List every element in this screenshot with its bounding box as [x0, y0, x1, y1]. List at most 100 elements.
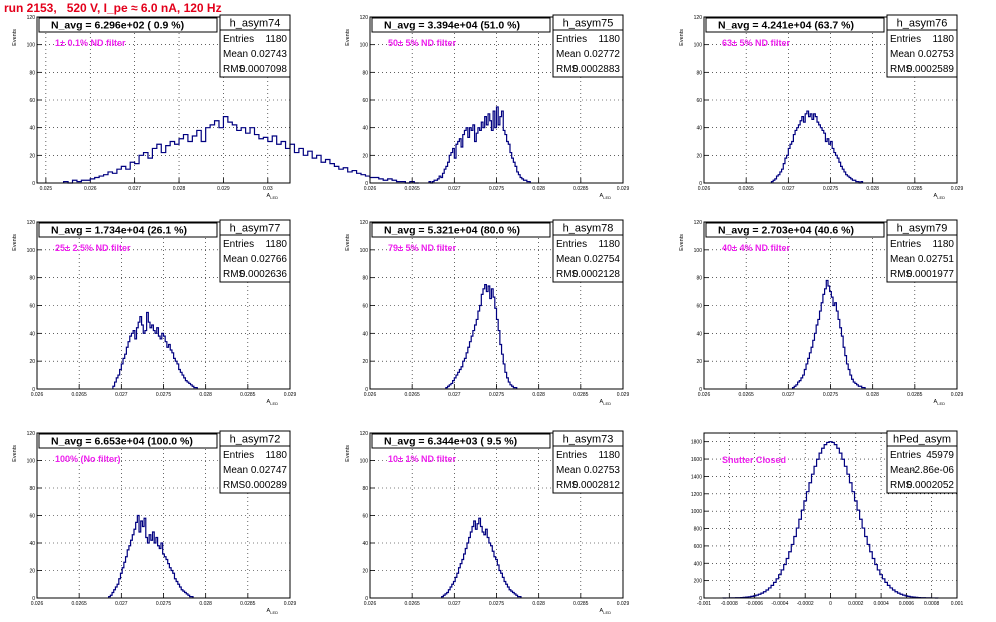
x-tick-label: 0.0285: [907, 392, 923, 398]
x-tick-label: 0.029: [951, 186, 964, 192]
y-tick-label: 1200: [691, 492, 702, 498]
y-tick-label: 80: [362, 486, 368, 492]
histogram-series: [445, 284, 518, 389]
x-tick-label: 0.0004: [873, 601, 889, 607]
panel-h_asym75: 0.026 0.0265 0.027 0.0275 0.028 0.0285 0.029 0 2…: [345, 14, 630, 200]
stats-value: 1180: [265, 450, 287, 461]
histogram-series: [428, 106, 531, 184]
navg-label: N_avg = 3.394e+04 (51.0 %): [384, 20, 520, 32]
x-tick-label: 0.0285: [240, 601, 256, 607]
x-tick-label: 0.026: [84, 186, 97, 192]
stats-value: 0.02754: [584, 254, 621, 265]
y-tick-label: 1600: [691, 457, 702, 463]
y-tick-label: 100: [360, 459, 369, 465]
stats-value: 0.02766: [251, 254, 288, 265]
y-tick-label: 0: [32, 387, 35, 393]
x-tick-label: 0.0275: [489, 186, 505, 192]
y-tick-label: 60: [362, 514, 368, 520]
y-tick-label: 0: [32, 596, 35, 602]
y-tick-label: 1800: [691, 440, 702, 446]
panel-h_asym78: 0.026 0.0265 0.027 0.0275 0.028 0.0285 0.029 0 2…: [345, 219, 630, 406]
x-tick-label: 0.025: [40, 186, 53, 192]
stats-box: [886, 219, 958, 283]
plot-frame: [703, 16, 958, 184]
stats-key: Entries: [556, 450, 587, 461]
navg-label: N_avg = 1.734e+04 (26.1 %): [51, 225, 187, 237]
y-tick-label: 120: [27, 15, 36, 21]
navg-box: [371, 222, 551, 238]
y-tick-label: 1400: [691, 474, 702, 480]
x-tick-label: 0.0275: [156, 601, 172, 607]
x-tick-label: 0.026: [364, 601, 377, 607]
stats-value: 1180: [265, 34, 287, 45]
x-tick-label: 0.03: [263, 186, 273, 192]
x-tick-label: 0.027: [128, 186, 141, 192]
x-tick-label: 0.028: [199, 392, 212, 398]
x-tick-label: -0.0006: [746, 601, 763, 607]
filter-note: 63± 5% ND filter: [722, 38, 790, 48]
x-tick-label: 0.028: [866, 392, 879, 398]
stats-key: Entries: [223, 34, 254, 45]
x-tick-label: 0.026: [698, 186, 711, 192]
y-axis-label: Events: [345, 234, 351, 251]
x-tick-label: 0.028: [532, 186, 545, 192]
y-tick-label: 40: [362, 126, 368, 132]
x-axis-label: ALED: [267, 399, 279, 406]
x-tick-label: 0.0285: [240, 392, 256, 398]
stats-value: 0.02753: [584, 465, 621, 476]
y-tick-label: 80: [362, 276, 368, 282]
stats-key: RMS: [556, 480, 579, 491]
y-tick-label: 120: [360, 220, 369, 226]
stats-key: RMS: [556, 269, 579, 280]
plot-frame: [36, 221, 291, 390]
x-tick-label: 0.0285: [907, 186, 923, 192]
filter-note: 79± 5% ND filter: [388, 243, 456, 253]
x-tick-label: 0.0265: [739, 186, 755, 192]
histogram-series: [722, 441, 939, 599]
y-tick-label: 20: [362, 569, 368, 575]
y-tick-label: 40: [29, 331, 35, 337]
y-tick-label: 20: [362, 153, 368, 159]
y-tick-label: 80: [29, 70, 35, 76]
plot-frame: [703, 221, 958, 390]
stats-key: Mean: [890, 254, 915, 265]
navg-label: N_avg = 6.296e+02 ( 0.9 %): [51, 20, 184, 32]
panel-h_asym79: 0.026 0.0265 0.027 0.0275 0.028 0.0285 0.029 0 2…: [679, 219, 963, 406]
y-tick-label: 80: [696, 276, 702, 282]
y-tick-label: 80: [29, 486, 35, 492]
x-tick-label: 0.029: [617, 392, 630, 398]
panel-h_asym73: 0.026 0.0265 0.027 0.0275 0.028 0.0285 0.029 0 2…: [345, 430, 629, 615]
navg-box: [38, 17, 218, 33]
y-tick-label: 60: [362, 304, 368, 310]
y-tick-label: 80: [362, 70, 368, 76]
x-tick-label: 0.0285: [573, 601, 589, 607]
y-tick-label: 20: [29, 569, 35, 575]
y-axis-label: Events: [345, 445, 351, 462]
y-tick-label: 100: [360, 43, 369, 49]
x-tick-label: 0.029: [617, 186, 630, 192]
x-tick-label: 0.027: [448, 186, 461, 192]
y-tick-label: 400: [694, 561, 703, 567]
histogram-name: h_asym72: [230, 434, 281, 446]
stats-box: [219, 219, 291, 283]
navg-box: [38, 222, 218, 238]
y-tick-label: 120: [27, 431, 36, 437]
x-tick-label: 0.026: [698, 392, 711, 398]
stats-key: RMS: [890, 480, 913, 491]
stats-key: Entries: [223, 450, 254, 461]
x-tick-label: 0.028: [199, 601, 212, 607]
histogram-series: [441, 517, 522, 598]
stats-key: Mean: [890, 49, 915, 60]
stats-value: 0.02747: [251, 465, 288, 476]
navg-box: [705, 222, 885, 238]
navg-label: N_avg = 5.321e+04 (80.0 %): [384, 225, 520, 237]
stats-key: RMS: [556, 64, 579, 75]
stats-key: Entries: [556, 239, 587, 250]
stats-value: 0.0002636: [240, 269, 288, 280]
y-tick-label: 20: [696, 359, 702, 365]
stats-value: 1180: [932, 34, 954, 45]
y-tick-label: 60: [29, 98, 35, 104]
x-tick-label: 0.026: [364, 186, 377, 192]
x-tick-label: 0.027: [448, 392, 461, 398]
y-tick-label: 100: [694, 248, 703, 254]
